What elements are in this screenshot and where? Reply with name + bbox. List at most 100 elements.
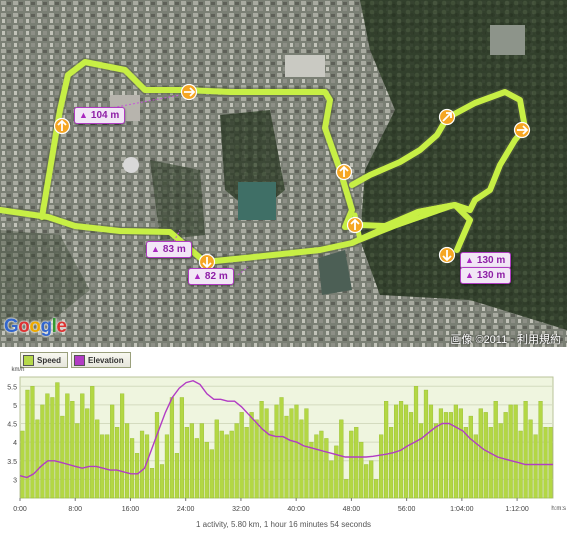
- speed-bar[interactable]: [179, 397, 184, 499]
- speed-bar[interactable]: [374, 479, 379, 499]
- elevation-marker[interactable]: ▲ 83 m: [146, 241, 192, 258]
- speed-bar[interactable]: [528, 419, 533, 499]
- speed-bar[interactable]: [518, 430, 523, 499]
- speed-bar[interactable]: [428, 404, 434, 499]
- speed-bar[interactable]: [60, 415, 65, 499]
- speed-bar[interactable]: [314, 434, 319, 499]
- legend-item-elevation[interactable]: Elevation: [71, 352, 131, 368]
- speed-bar[interactable]: [40, 404, 45, 499]
- speed-bar[interactable]: [70, 401, 75, 499]
- satellite-map[interactable]: ▲ 104 m ▲ 83 m ▲ 82 m ▲ 130 m ▲ 130 m Google …: [0, 0, 567, 347]
- speed-bar[interactable]: [359, 441, 364, 499]
- direction-arrow-icon[interactable]: [180, 83, 198, 101]
- speed-bar[interactable]: [309, 441, 314, 499]
- speed-bar[interactable]: [20, 430, 25, 499]
- speed-bar[interactable]: [478, 408, 483, 499]
- speed-bar[interactable]: [55, 382, 60, 499]
- speed-bar[interactable]: [35, 419, 40, 499]
- speed-bar[interactable]: [324, 438, 329, 499]
- speed-bar[interactable]: [533, 434, 538, 499]
- speed-bar[interactable]: [364, 464, 369, 499]
- speed-bar[interactable]: [249, 412, 254, 499]
- speed-bar[interactable]: [204, 441, 209, 499]
- speed-bar[interactable]: [418, 423, 424, 499]
- speed-bar[interactable]: [189, 423, 194, 499]
- elevation-marker[interactable]: ▲ 104 m: [74, 107, 126, 124]
- speed-bar[interactable]: [329, 460, 334, 499]
- speed-bar[interactable]: [244, 427, 249, 499]
- speed-bar[interactable]: [25, 389, 30, 499]
- speed-bar[interactable]: [134, 453, 140, 499]
- speed-bar[interactable]: [319, 430, 324, 499]
- elevation-marker[interactable]: ▲ 82 m: [188, 268, 234, 285]
- legend-item-speed[interactable]: Speed: [20, 352, 69, 368]
- direction-arrow-icon[interactable]: [346, 216, 364, 234]
- speed-bar[interactable]: [369, 460, 374, 499]
- direction-arrow-icon[interactable]: [513, 121, 531, 139]
- direction-arrow-icon[interactable]: [53, 117, 71, 135]
- speed-bar[interactable]: [483, 412, 488, 499]
- speed-bar[interactable]: [169, 397, 175, 499]
- speed-bar[interactable]: [379, 434, 384, 499]
- speed-bar[interactable]: [115, 427, 120, 499]
- speed-elevation-chart[interactable]: 3 3.5 4 4.5 5 5.5 km/h 0:00 8:00 16:00 24:00 32:00 4…: [0, 347, 567, 519]
- speed-bar[interactable]: [199, 423, 204, 499]
- direction-arrow-icon[interactable]: [335, 163, 353, 181]
- speed-bar[interactable]: [279, 397, 284, 499]
- speed-bar[interactable]: [443, 412, 448, 499]
- speed-bar[interactable]: [184, 427, 189, 499]
- speed-bar[interactable]: [259, 401, 264, 499]
- speed-bar[interactable]: [339, 419, 344, 499]
- speed-bar[interactable]: [354, 427, 359, 499]
- speed-bar[interactable]: [289, 408, 294, 499]
- speed-bar[interactable]: [294, 404, 299, 499]
- speed-bar[interactable]: [344, 479, 349, 499]
- speed-bar[interactable]: [209, 449, 214, 499]
- speed-bar[interactable]: [488, 427, 493, 499]
- elevation-line[interactable]: [19, 379, 553, 479]
- speed-bar[interactable]: [234, 423, 239, 499]
- speed-bar[interactable]: [80, 393, 85, 499]
- speed-bar[interactable]: [139, 430, 145, 499]
- speed-bar[interactable]: [100, 434, 105, 499]
- speed-bar[interactable]: [229, 430, 234, 499]
- speed-bar[interactable]: [463, 427, 468, 499]
- speed-bar[interactable]: [90, 386, 95, 499]
- speed-bar[interactable]: [438, 408, 444, 499]
- speed-bar[interactable]: [538, 401, 543, 499]
- elevation-marker[interactable]: ▲ 130 m: [460, 267, 512, 284]
- speed-bar[interactable]: [384, 401, 389, 499]
- speed-bar[interactable]: [508, 404, 513, 499]
- speed-bar[interactable]: [423, 389, 429, 499]
- speed-bar[interactable]: [408, 412, 414, 499]
- speed-bar[interactable]: [503, 412, 508, 499]
- speed-bar[interactable]: [224, 434, 229, 499]
- speed-bar[interactable]: [125, 423, 130, 499]
- route-line[interactable]: [39, 59, 528, 230]
- speed-bar[interactable]: [120, 393, 125, 499]
- speed-bar[interactable]: [129, 438, 135, 499]
- speed-bar[interactable]: [274, 404, 279, 499]
- speed-bar[interactable]: [468, 415, 473, 499]
- speed-bar[interactable]: [65, 393, 70, 499]
- speed-bar[interactable]: [304, 408, 309, 499]
- speed-bar[interactable]: [458, 408, 463, 499]
- speed-bar[interactable]: [543, 427, 548, 499]
- speed-bar[interactable]: [548, 427, 553, 499]
- speed-bar[interactable]: [493, 401, 498, 499]
- speed-bar[interactable]: [105, 434, 110, 499]
- speed-bar[interactable]: [85, 408, 90, 499]
- speed-bar[interactable]: [254, 419, 259, 499]
- speed-bar[interactable]: [299, 419, 304, 499]
- speed-bar[interactable]: [164, 434, 170, 499]
- speed-bar[interactable]: [453, 404, 458, 499]
- speed-bar[interactable]: [473, 434, 478, 499]
- speed-bar[interactable]: [513, 404, 518, 499]
- speed-bar[interactable]: [498, 423, 503, 499]
- speed-bar[interactable]: [50, 397, 55, 499]
- speed-bar[interactable]: [264, 408, 269, 499]
- speed-bar[interactable]: [433, 423, 439, 499]
- direction-arrow-icon[interactable]: [438, 108, 456, 126]
- speed-bar[interactable]: [523, 401, 528, 499]
- speed-bar[interactable]: [403, 404, 409, 499]
